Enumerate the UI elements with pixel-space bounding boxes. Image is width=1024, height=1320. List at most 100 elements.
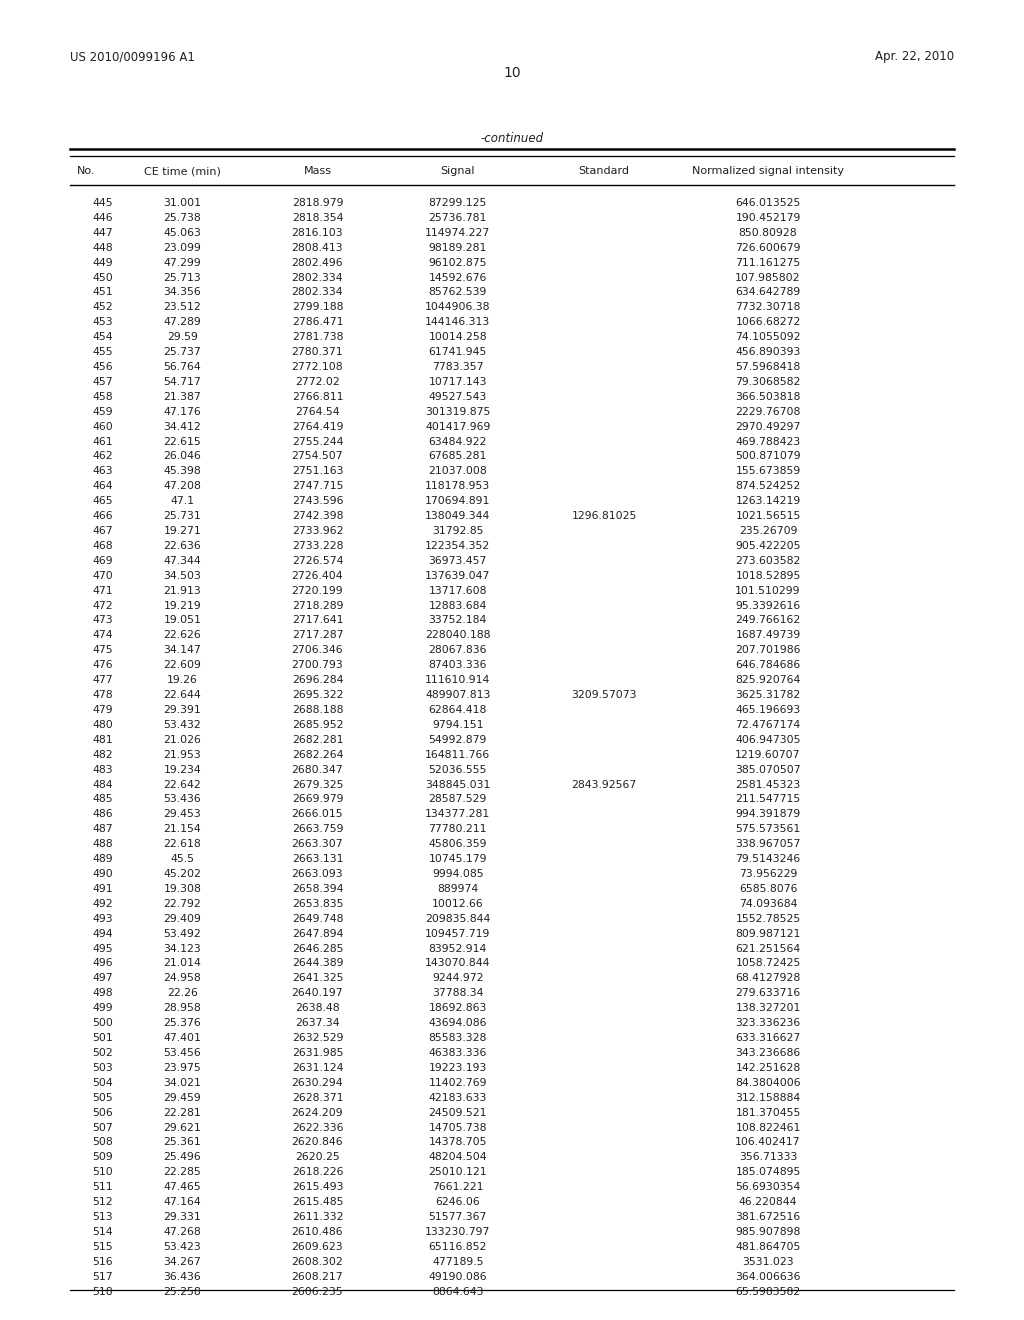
Text: 47.344: 47.344 bbox=[164, 556, 201, 566]
Text: 2808.413: 2808.413 bbox=[292, 243, 343, 252]
Text: 25.737: 25.737 bbox=[164, 347, 201, 358]
Text: 486: 486 bbox=[92, 809, 113, 820]
Text: 465.196693: 465.196693 bbox=[735, 705, 801, 715]
Text: 621.251564: 621.251564 bbox=[735, 944, 801, 953]
Text: 25.738: 25.738 bbox=[164, 213, 201, 223]
Text: 482: 482 bbox=[92, 750, 113, 760]
Text: 185.074895: 185.074895 bbox=[735, 1167, 801, 1177]
Text: 2608.217: 2608.217 bbox=[292, 1271, 343, 1282]
Text: 155.673859: 155.673859 bbox=[735, 466, 801, 477]
Text: 85583.328: 85583.328 bbox=[428, 1034, 487, 1043]
Text: 512: 512 bbox=[92, 1197, 113, 1206]
Text: 138.327201: 138.327201 bbox=[735, 1003, 801, 1014]
Text: 2628.371: 2628.371 bbox=[292, 1093, 343, 1102]
Text: 53.432: 53.432 bbox=[164, 719, 201, 730]
Text: 2754.507: 2754.507 bbox=[292, 451, 343, 462]
Text: 711.161275: 711.161275 bbox=[735, 257, 801, 268]
Text: 21.953: 21.953 bbox=[164, 750, 201, 760]
Text: 29.391: 29.391 bbox=[164, 705, 201, 715]
Text: 42183.633: 42183.633 bbox=[428, 1093, 487, 1102]
Text: 19.308: 19.308 bbox=[164, 884, 201, 894]
Text: 22.792: 22.792 bbox=[164, 899, 201, 909]
Text: 485: 485 bbox=[92, 795, 113, 804]
Text: 122354.352: 122354.352 bbox=[425, 541, 490, 550]
Text: 475: 475 bbox=[92, 645, 113, 655]
Text: 6246.06: 6246.06 bbox=[435, 1197, 480, 1206]
Text: 381.672516: 381.672516 bbox=[735, 1212, 801, 1222]
Text: 2695.322: 2695.322 bbox=[292, 690, 343, 700]
Text: 477: 477 bbox=[92, 675, 113, 685]
Text: 1219.60707: 1219.60707 bbox=[735, 750, 801, 760]
Text: 455: 455 bbox=[92, 347, 113, 358]
Text: 493: 493 bbox=[92, 913, 113, 924]
Text: 454: 454 bbox=[92, 333, 113, 342]
Text: 516: 516 bbox=[92, 1257, 113, 1267]
Text: 24509.521: 24509.521 bbox=[428, 1107, 487, 1118]
Text: 8864.643: 8864.643 bbox=[432, 1287, 483, 1296]
Text: 109457.719: 109457.719 bbox=[425, 929, 490, 939]
Text: 2640.197: 2640.197 bbox=[292, 989, 343, 998]
Text: 2610.486: 2610.486 bbox=[292, 1226, 343, 1237]
Text: 62864.418: 62864.418 bbox=[428, 705, 487, 715]
Text: 85762.539: 85762.539 bbox=[428, 288, 487, 297]
Text: 511: 511 bbox=[92, 1183, 113, 1192]
Text: 2653.835: 2653.835 bbox=[292, 899, 343, 909]
Text: 2733.228: 2733.228 bbox=[292, 541, 343, 550]
Text: 19.219: 19.219 bbox=[164, 601, 201, 611]
Text: 366.503818: 366.503818 bbox=[735, 392, 801, 401]
Text: 53.436: 53.436 bbox=[164, 795, 201, 804]
Text: 29.459: 29.459 bbox=[164, 1093, 201, 1102]
Text: 45806.359: 45806.359 bbox=[428, 840, 487, 849]
Text: 1018.52895: 1018.52895 bbox=[735, 570, 801, 581]
Text: 47.268: 47.268 bbox=[164, 1226, 201, 1237]
Text: 6585.8076: 6585.8076 bbox=[738, 884, 798, 894]
Text: 36973.457: 36973.457 bbox=[428, 556, 487, 566]
Text: 2717.641: 2717.641 bbox=[292, 615, 343, 626]
Text: 2726.404: 2726.404 bbox=[292, 570, 343, 581]
Text: 47.164: 47.164 bbox=[164, 1197, 201, 1206]
Text: 45.5: 45.5 bbox=[170, 854, 195, 865]
Text: 74.093684: 74.093684 bbox=[738, 899, 798, 909]
Text: No.: No. bbox=[77, 166, 95, 177]
Text: 23.099: 23.099 bbox=[164, 243, 201, 252]
Text: 633.316627: 633.316627 bbox=[735, 1034, 801, 1043]
Text: 21037.008: 21037.008 bbox=[428, 466, 487, 477]
Text: 2688.188: 2688.188 bbox=[292, 705, 343, 715]
Text: 34.021: 34.021 bbox=[164, 1077, 201, 1088]
Text: 45.202: 45.202 bbox=[164, 869, 201, 879]
Text: 2733.962: 2733.962 bbox=[292, 525, 343, 536]
Text: 63484.922: 63484.922 bbox=[428, 437, 487, 446]
Text: 469: 469 bbox=[92, 556, 113, 566]
Text: 484: 484 bbox=[92, 780, 113, 789]
Text: 48204.504: 48204.504 bbox=[428, 1152, 487, 1163]
Text: 499: 499 bbox=[92, 1003, 113, 1014]
Text: 1044906.38: 1044906.38 bbox=[425, 302, 490, 313]
Text: 448: 448 bbox=[92, 243, 113, 252]
Text: 2663.759: 2663.759 bbox=[292, 824, 343, 834]
Text: 2647.894: 2647.894 bbox=[292, 929, 343, 939]
Text: 2609.623: 2609.623 bbox=[292, 1242, 343, 1251]
Text: 29.409: 29.409 bbox=[164, 913, 201, 924]
Text: 481: 481 bbox=[92, 735, 113, 744]
Text: 279.633716: 279.633716 bbox=[735, 989, 801, 998]
Text: 495: 495 bbox=[92, 944, 113, 953]
Text: 26.046: 26.046 bbox=[164, 451, 201, 462]
Text: 2685.952: 2685.952 bbox=[292, 719, 343, 730]
Text: 24.958: 24.958 bbox=[164, 973, 201, 983]
Text: 14378.705: 14378.705 bbox=[428, 1138, 487, 1147]
Text: 508: 508 bbox=[92, 1138, 113, 1147]
Text: 114974.227: 114974.227 bbox=[425, 228, 490, 238]
Text: 500.871079: 500.871079 bbox=[735, 451, 801, 462]
Text: 464: 464 bbox=[92, 482, 113, 491]
Text: 1687.49739: 1687.49739 bbox=[735, 631, 801, 640]
Text: 514: 514 bbox=[92, 1226, 113, 1237]
Text: 494: 494 bbox=[92, 929, 113, 939]
Text: 29.59: 29.59 bbox=[167, 333, 198, 342]
Text: 49527.543: 49527.543 bbox=[428, 392, 487, 401]
Text: 142.251628: 142.251628 bbox=[735, 1063, 801, 1073]
Text: 2663.131: 2663.131 bbox=[292, 854, 343, 865]
Text: 106.402417: 106.402417 bbox=[735, 1138, 801, 1147]
Text: 364.006636: 364.006636 bbox=[735, 1271, 801, 1282]
Text: 22.615: 22.615 bbox=[164, 437, 201, 446]
Text: 34.412: 34.412 bbox=[164, 421, 201, 432]
